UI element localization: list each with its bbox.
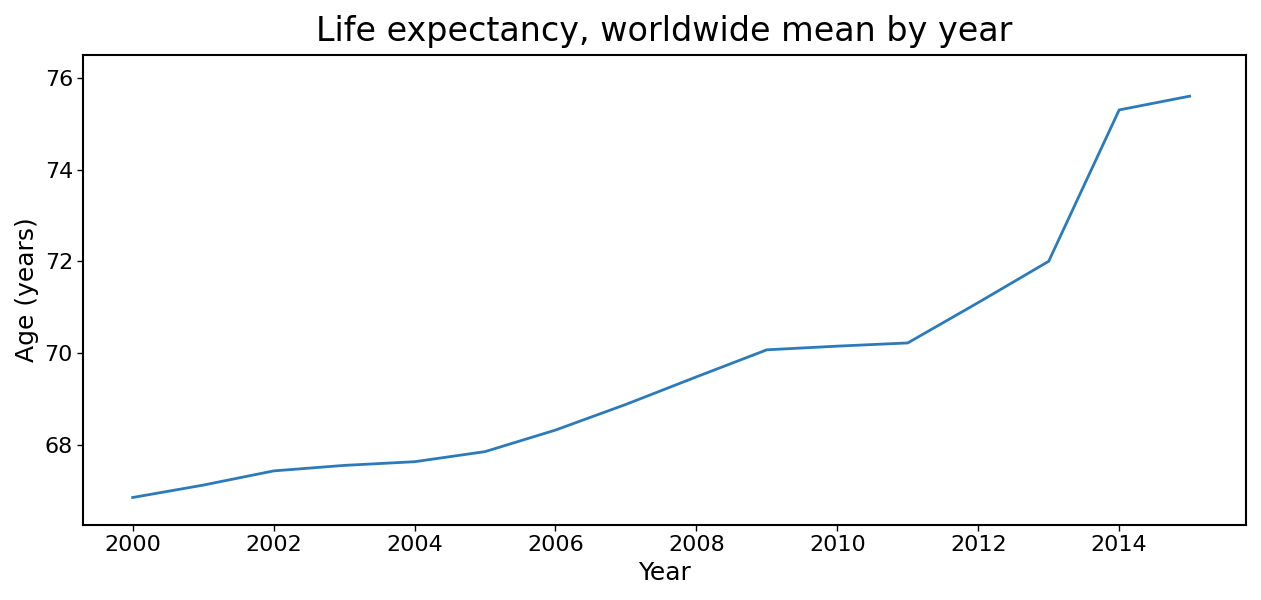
Y-axis label: Age (years): Age (years): [15, 218, 39, 362]
Title: Life expectancy, worldwide mean by year: Life expectancy, worldwide mean by year: [317, 15, 1013, 48]
X-axis label: Year: Year: [638, 561, 691, 585]
